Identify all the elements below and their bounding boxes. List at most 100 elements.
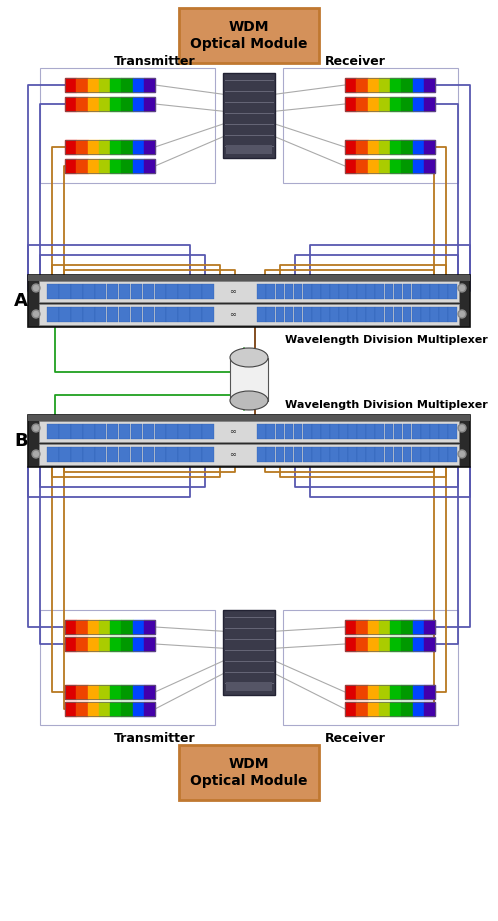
Bar (321, 284, 330, 299)
Bar (257, 307, 266, 322)
Bar (202, 284, 214, 299)
Bar (430, 307, 439, 322)
Bar (367, 424, 375, 439)
Circle shape (458, 450, 466, 458)
Bar (379, 637, 390, 651)
Bar (47, 307, 59, 322)
Bar (345, 685, 435, 699)
Bar (412, 307, 420, 322)
Bar (65, 97, 76, 111)
Ellipse shape (230, 391, 268, 410)
Bar (384, 284, 393, 299)
Bar (294, 447, 302, 462)
Bar (357, 424, 366, 439)
Bar (393, 307, 402, 322)
Bar (424, 620, 435, 634)
Bar (424, 97, 435, 111)
Bar (356, 702, 368, 716)
Bar (368, 78, 379, 92)
Bar (179, 745, 319, 800)
Bar (65, 637, 155, 651)
Bar (65, 78, 155, 92)
Bar (76, 97, 88, 111)
Bar (379, 685, 390, 699)
Bar (230, 357, 268, 401)
Bar (330, 284, 339, 299)
Bar (95, 307, 107, 322)
Bar (99, 140, 110, 154)
Bar (132, 702, 144, 716)
Bar (154, 307, 166, 322)
Bar (166, 307, 178, 322)
Bar (393, 424, 402, 439)
Bar (121, 637, 132, 651)
Bar (412, 140, 424, 154)
Bar (379, 140, 390, 154)
Bar (345, 620, 435, 634)
Bar (142, 284, 154, 299)
Bar (356, 620, 368, 634)
Circle shape (33, 286, 38, 290)
Text: WDM
Optical Module: WDM Optical Module (190, 757, 308, 788)
Bar (384, 307, 393, 322)
Text: Receiver: Receiver (325, 732, 385, 745)
Bar (312, 284, 321, 299)
Bar (348, 284, 357, 299)
Bar (223, 73, 275, 158)
Bar (154, 284, 166, 299)
Circle shape (460, 451, 465, 457)
Text: Wavelength Division Multiplexer: Wavelength Division Multiplexer (285, 400, 488, 410)
Bar (403, 447, 411, 462)
Bar (257, 284, 266, 299)
Bar (132, 685, 144, 699)
Bar (28, 275, 470, 281)
Bar (384, 447, 393, 462)
Text: Transmitter: Transmitter (114, 732, 196, 745)
Bar (28, 415, 470, 467)
Bar (368, 159, 379, 173)
Bar (379, 97, 390, 111)
Bar (439, 447, 448, 462)
Bar (88, 637, 99, 651)
Bar (39, 444, 459, 465)
Bar (345, 97, 435, 111)
Bar (339, 447, 348, 462)
Bar (107, 447, 119, 462)
Bar (59, 424, 71, 439)
Bar (65, 620, 155, 634)
Bar (368, 140, 379, 154)
Bar (356, 140, 368, 154)
Bar (144, 159, 155, 173)
Text: ∞: ∞ (229, 287, 236, 297)
Bar (166, 284, 178, 299)
Bar (28, 275, 470, 327)
Bar (367, 284, 375, 299)
Bar (202, 307, 214, 322)
Bar (144, 140, 155, 154)
Bar (321, 447, 330, 462)
Bar (107, 307, 119, 322)
Bar (390, 620, 401, 634)
Bar (356, 159, 368, 173)
Bar (345, 140, 435, 154)
Bar (99, 159, 110, 173)
Bar (345, 702, 435, 716)
Bar (294, 284, 302, 299)
Text: ∞: ∞ (229, 450, 236, 459)
Bar (412, 685, 424, 699)
Bar (76, 140, 88, 154)
Bar (390, 78, 401, 92)
Bar (403, 284, 411, 299)
Bar (178, 307, 190, 322)
Bar (356, 685, 368, 699)
Bar (76, 637, 88, 651)
Bar (178, 284, 190, 299)
Bar (131, 424, 142, 439)
Bar (348, 307, 357, 322)
Bar (345, 702, 356, 716)
Bar (132, 620, 144, 634)
Circle shape (32, 450, 40, 458)
Bar (403, 307, 411, 322)
Bar (266, 307, 275, 322)
Circle shape (458, 424, 466, 432)
